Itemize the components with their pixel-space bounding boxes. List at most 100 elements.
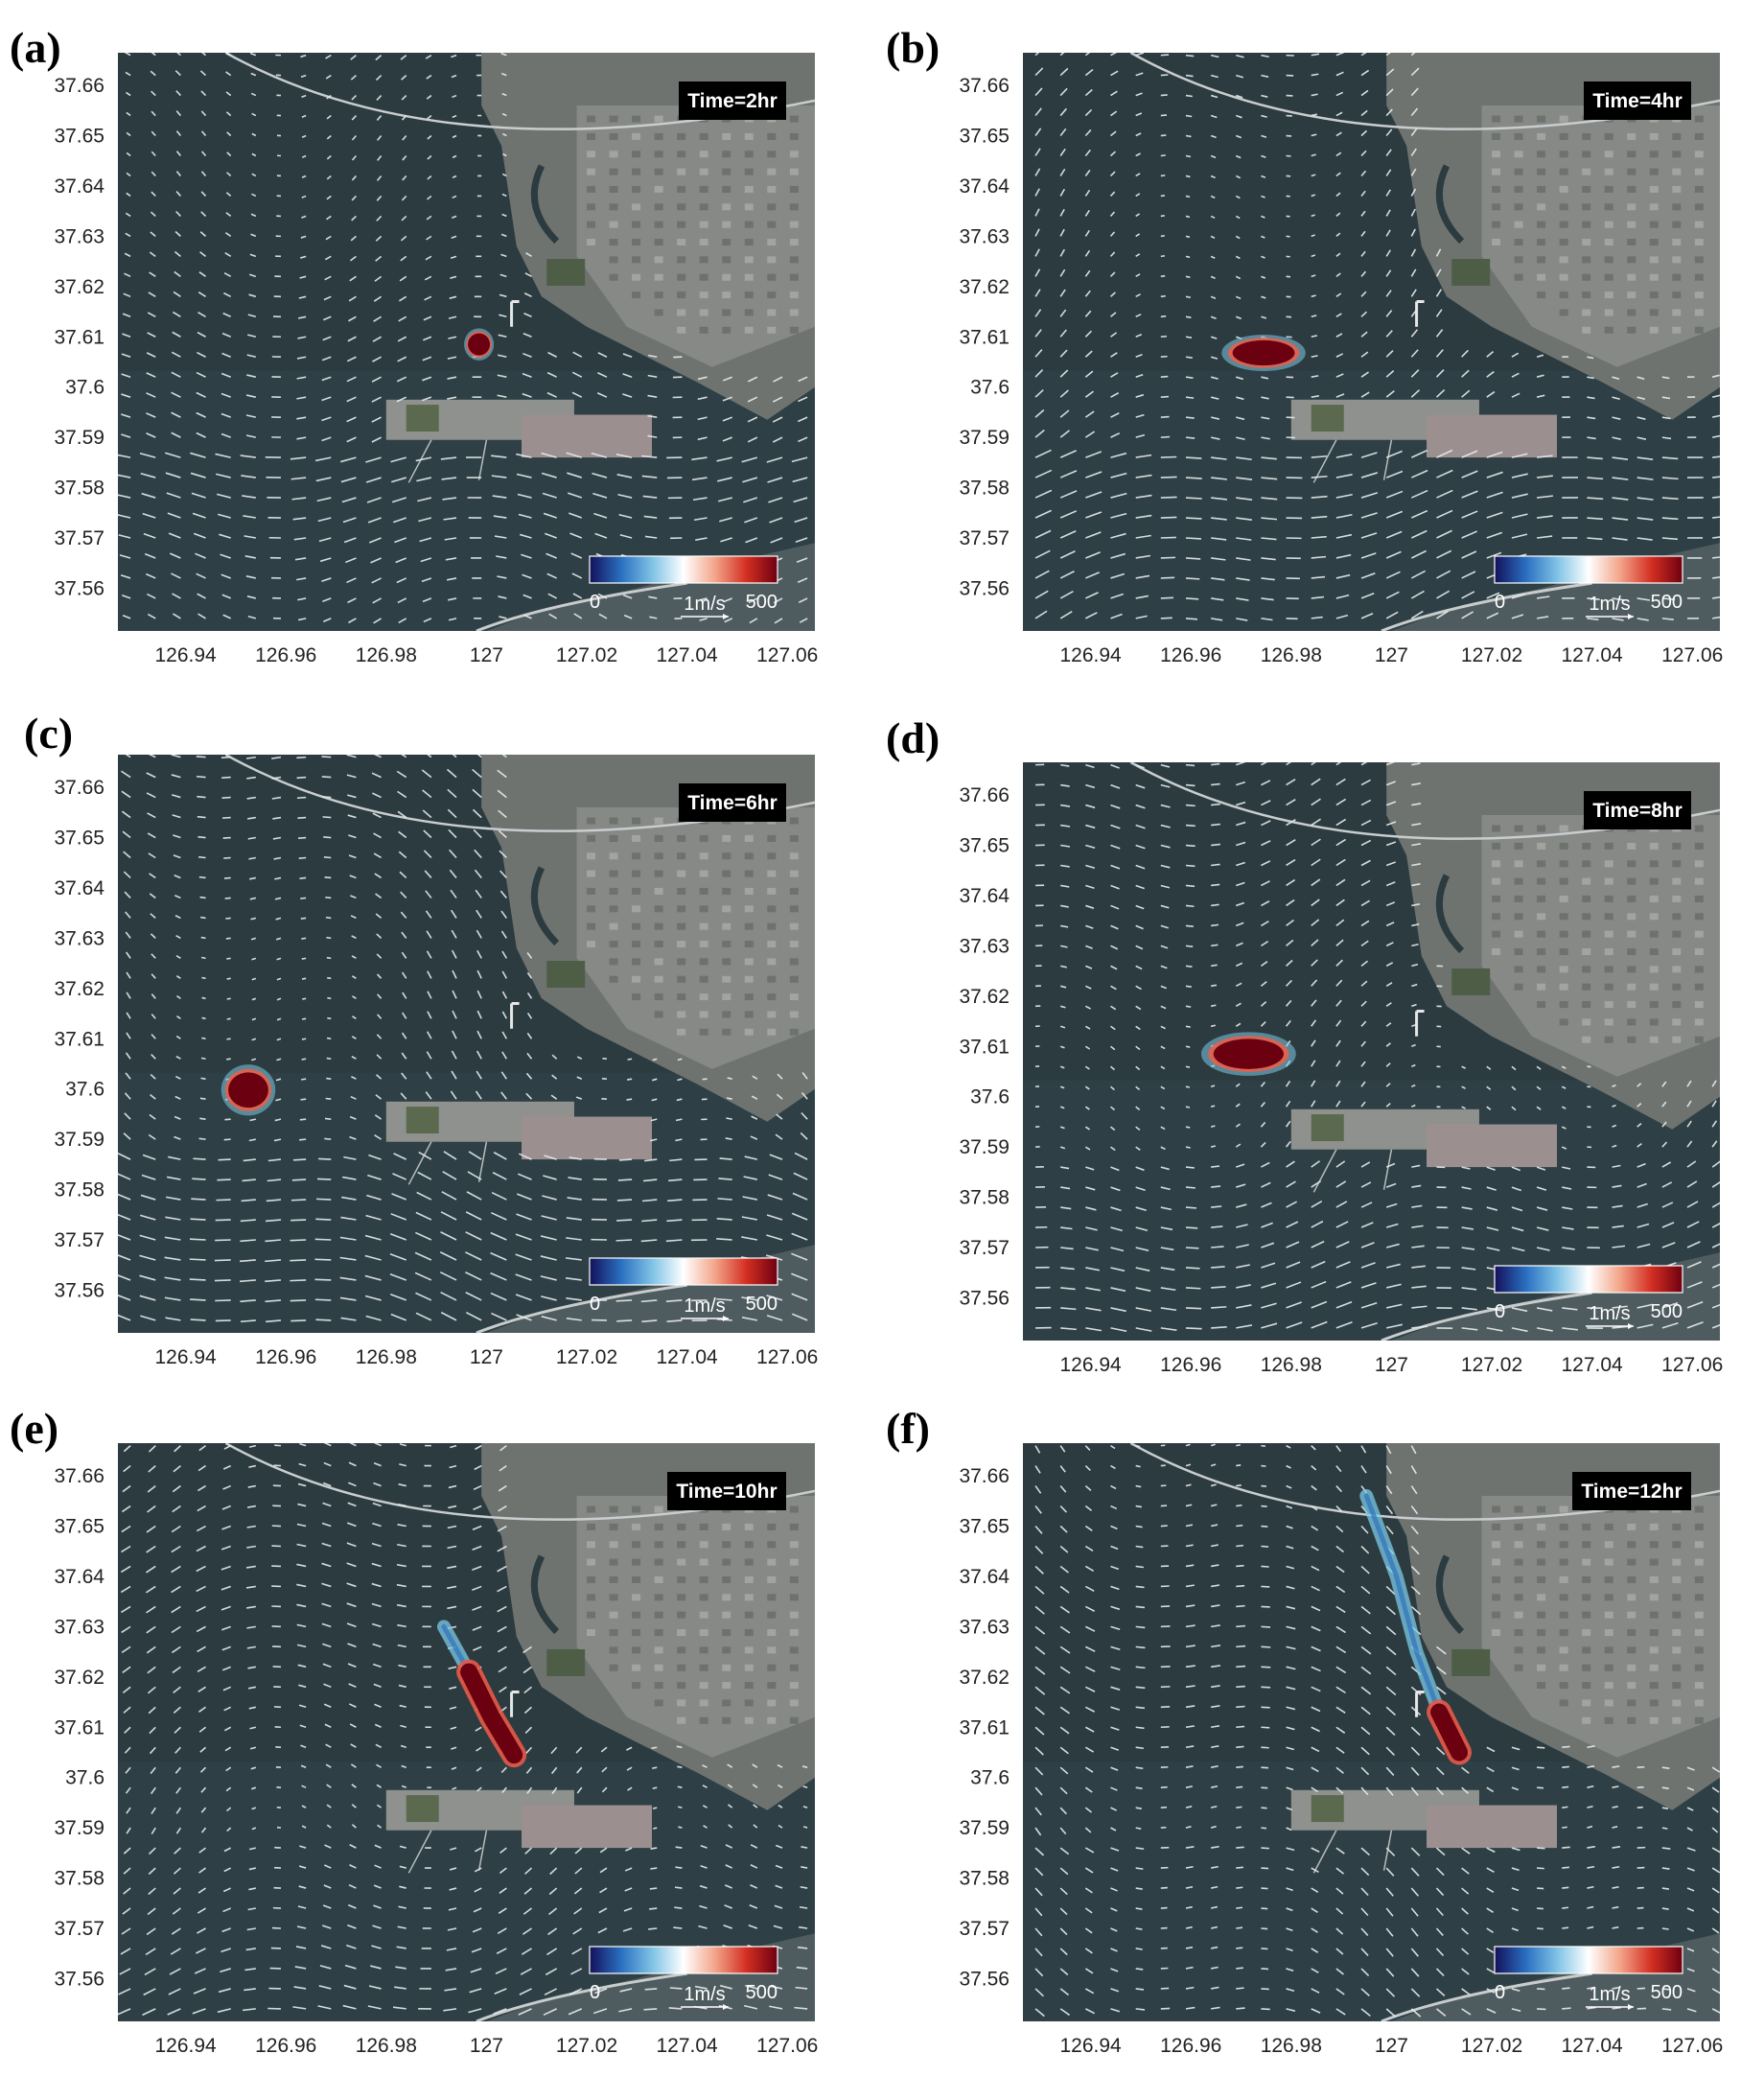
x-tick-label: 127 bbox=[470, 1346, 503, 1368]
colorbar-max-label: 500 bbox=[746, 1294, 778, 1315]
south-road bbox=[1381, 581, 1592, 631]
x-tick-label: 126.96 bbox=[255, 2035, 316, 2057]
y-tick-label: 37.64 bbox=[959, 885, 1010, 907]
y-tick-label: 37.63 bbox=[959, 1616, 1010, 1638]
y-tick-label: 37.64 bbox=[959, 175, 1010, 198]
lagoon bbox=[1435, 1554, 1465, 1635]
colorbar bbox=[589, 1946, 778, 1974]
y-tick-label: 37.59 bbox=[959, 1817, 1010, 1839]
bridge bbox=[1129, 53, 1720, 130]
mooring-structure bbox=[1415, 1691, 1425, 1717]
x-tick-label: 127.06 bbox=[1661, 1354, 1723, 1376]
time-label: Time=4hr bbox=[1592, 90, 1683, 112]
pollutant-plume bbox=[220, 1064, 276, 1116]
city-blocks bbox=[1481, 105, 1720, 367]
y-tick-label: 37.63 bbox=[54, 1616, 104, 1638]
y-tick-label: 37.6 bbox=[65, 377, 104, 399]
lagoon bbox=[530, 164, 560, 245]
y-tick-label: 37.64 bbox=[54, 175, 104, 198]
y-tick-label: 37.57 bbox=[54, 527, 104, 549]
colorbar bbox=[589, 555, 778, 584]
y-tick-label: 37.59 bbox=[54, 1129, 104, 1151]
water-background bbox=[1023, 1443, 1720, 2021]
scale-label: 1m/s bbox=[684, 1984, 725, 2005]
x-tick-label: 127 bbox=[1375, 644, 1408, 666]
lagoon bbox=[530, 866, 560, 946]
colorbar bbox=[1494, 1946, 1683, 1974]
x-tick-label: 127.02 bbox=[1461, 1354, 1522, 1376]
scale-label: 1m/s bbox=[1589, 1303, 1630, 1324]
y-tick-label: 37.58 bbox=[54, 1868, 104, 1890]
x-tick-label: 127.02 bbox=[556, 644, 617, 666]
x-tick-label: 126.96 bbox=[255, 1346, 316, 1368]
scale-label: 1m/s bbox=[684, 1295, 725, 1317]
velocity-vectors bbox=[1034, 1443, 1720, 2018]
y-tick-label: 37.62 bbox=[54, 1667, 104, 1689]
y-tick-label: 37.62 bbox=[959, 986, 1010, 1008]
x-tick-label: 126.94 bbox=[154, 2035, 217, 2057]
x-tick-label: 126.96 bbox=[255, 644, 316, 666]
time-label: Time=8hr bbox=[1592, 800, 1683, 822]
y-tick-label: 37.58 bbox=[959, 478, 1010, 500]
pier-green bbox=[406, 1795, 439, 1823]
y-tick-label: 37.6 bbox=[970, 377, 1010, 399]
park-area bbox=[546, 960, 586, 988]
panel-letter: (c) bbox=[24, 709, 73, 758]
x-tick-label: 126.98 bbox=[1261, 644, 1322, 666]
y-tick-label: 37.61 bbox=[54, 326, 104, 348]
panel-letter: (d) bbox=[886, 713, 940, 762]
velocity-vectors bbox=[118, 53, 808, 624]
south-shore bbox=[1391, 543, 1720, 631]
velocity-vectors bbox=[118, 1443, 808, 2017]
x-tick-label: 127.02 bbox=[1461, 2035, 1522, 2057]
park-area bbox=[1451, 1648, 1491, 1676]
container-yard bbox=[1427, 1124, 1558, 1168]
park-area bbox=[1451, 968, 1491, 995]
y-tick-label: 37.61 bbox=[959, 1716, 1010, 1738]
land-area bbox=[1386, 1443, 1720, 1810]
x-tick-label: 127.06 bbox=[756, 2035, 818, 2057]
colorbar-min-label: 0 bbox=[1495, 592, 1505, 613]
x-tick-label: 126.98 bbox=[356, 1346, 417, 1368]
y-tick-label: 37.61 bbox=[959, 1036, 1010, 1058]
y-tick-label: 37.64 bbox=[54, 1566, 104, 1588]
y-tick-label: 37.56 bbox=[54, 577, 104, 599]
terminal-pier bbox=[385, 1789, 574, 1831]
terminal-pier bbox=[1290, 1789, 1479, 1831]
south-road bbox=[476, 1283, 687, 1333]
map-area: Time=6hr 0 500 1m/s 37.66 37.65 37.64 37.63 37.6… bbox=[54, 755, 818, 1368]
y-tick-label: 37.66 bbox=[54, 777, 104, 799]
time-label: Time=10hr bbox=[676, 1481, 777, 1503]
pollutant-plume bbox=[464, 328, 495, 361]
terminal-pier bbox=[1290, 1108, 1479, 1150]
land-area bbox=[481, 755, 815, 1122]
mooring-structure bbox=[1415, 300, 1425, 327]
y-tick-label: 37.58 bbox=[54, 478, 104, 500]
colorbar bbox=[589, 1257, 778, 1286]
panel-letter: (f) bbox=[886, 1404, 930, 1453]
y-tick-label: 37.57 bbox=[959, 527, 1010, 549]
x-tick-label: 127.04 bbox=[1562, 644, 1624, 666]
map-area: Time=4hr 0 500 1m/s 37.66 37.65 37.64 37.63 37.6… bbox=[959, 53, 1723, 666]
y-tick-label: 37.6 bbox=[65, 1079, 104, 1101]
y-tick-label: 37.62 bbox=[959, 276, 1010, 298]
x-tick-label: 127 bbox=[1375, 1354, 1408, 1376]
y-tick-label: 37.6 bbox=[970, 1086, 1010, 1108]
pier-green bbox=[1311, 1114, 1344, 1142]
panel-letter: (b) bbox=[886, 23, 940, 72]
y-tick-label: 37.66 bbox=[959, 75, 1010, 97]
time-label-box bbox=[1584, 791, 1691, 829]
x-tick-label: 126.94 bbox=[154, 1346, 217, 1368]
y-tick-label: 37.62 bbox=[54, 276, 104, 298]
colorbar-min-label: 0 bbox=[1495, 1982, 1505, 2003]
land-area bbox=[1386, 53, 1720, 420]
y-tick-label: 37.61 bbox=[959, 326, 1010, 348]
mooring-structure bbox=[1415, 1010, 1425, 1037]
city-blocks bbox=[576, 807, 815, 1069]
terminal-pier bbox=[1290, 399, 1479, 440]
y-tick-label: 37.57 bbox=[959, 1237, 1010, 1259]
pier-green bbox=[406, 1107, 439, 1134]
